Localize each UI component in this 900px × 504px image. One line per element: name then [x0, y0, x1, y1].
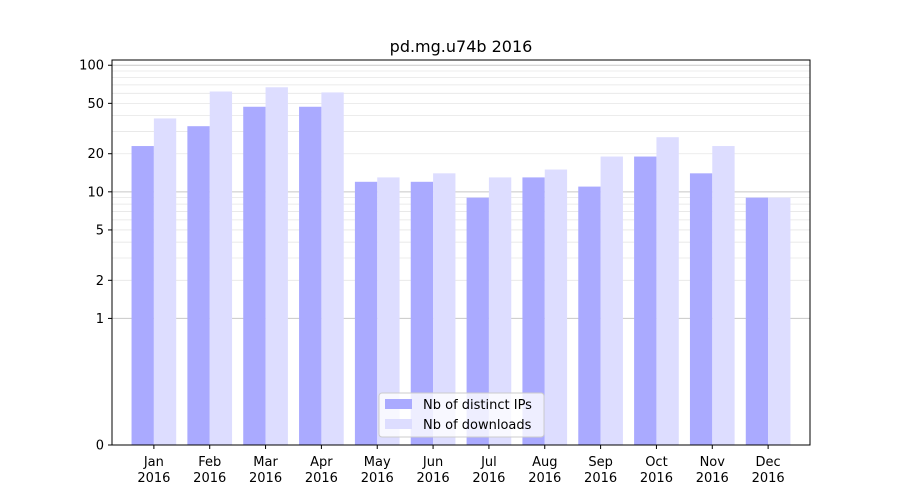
bar — [712, 146, 735, 445]
x-tick-label-year: 2016 — [584, 471, 617, 486]
y-tick-label: 2 — [96, 274, 104, 289]
bar — [522, 177, 545, 446]
x-tick-label-month: Jan — [143, 455, 164, 470]
bar — [410, 181, 434, 445]
x-tick-label-year: 2016 — [640, 471, 673, 486]
y-tick-label: 5 — [96, 223, 104, 238]
x-tick-label-year: 2016 — [752, 471, 785, 486]
legend-swatch — [385, 419, 412, 429]
bar — [600, 156, 623, 446]
x-tick-label-month: Sep — [588, 455, 613, 470]
legend-swatch — [385, 399, 412, 409]
y-tick-label: 1 — [96, 312, 104, 327]
legend-label: Nb of distinct IPs — [423, 398, 532, 413]
x-tick-label-month: Jul — [480, 455, 497, 470]
bars — [131, 87, 791, 446]
bar — [578, 186, 601, 446]
y-tick-label: 50 — [87, 97, 104, 112]
bar — [209, 91, 233, 445]
x-tick-label-year: 2016 — [417, 471, 450, 486]
bar — [544, 169, 568, 445]
legend-box — [378, 392, 545, 438]
y-tick-label: 10 — [87, 185, 104, 200]
x-tick-label-month: Apr — [310, 455, 333, 470]
bar — [265, 87, 288, 445]
x-tick-label-month: Feb — [198, 455, 221, 470]
bar — [299, 106, 322, 445]
x-tick-label-year: 2016 — [305, 471, 338, 486]
axes: 0125102050100Jan2016Feb2016Mar2016Apr201… — [79, 59, 811, 486]
plot-frame — [111, 59, 811, 446]
bar — [433, 173, 456, 445]
bar — [488, 177, 512, 446]
y-tick-label: 0 — [96, 439, 104, 454]
chart-title: pd.mg.u74b 2016 — [390, 37, 533, 56]
bar — [354, 181, 378, 445]
x-tick-label-year: 2016 — [193, 471, 226, 486]
bar — [187, 126, 210, 446]
x-tick-label-month: Mar — [253, 455, 278, 470]
x-tick-label-year: 2016 — [361, 471, 394, 486]
y-tick-label: 20 — [87, 147, 104, 162]
legend: Nb of distinct IPs Nb of downloads — [378, 392, 545, 438]
bar — [745, 197, 769, 445]
bar — [131, 146, 154, 445]
x-tick-label-month: Aug — [532, 455, 557, 470]
y-tick-label: 100 — [79, 59, 104, 74]
bar — [634, 156, 657, 446]
bar — [153, 118, 177, 445]
bar — [768, 197, 791, 445]
bar — [321, 92, 344, 446]
bar — [243, 106, 266, 445]
x-tick-label-year: 2016 — [137, 471, 170, 486]
x-tick-label-month: Jun — [422, 455, 443, 470]
bar — [466, 197, 489, 445]
bar — [689, 173, 713, 445]
x-tick-label-month: May — [364, 455, 391, 470]
x-tick-label-month: Dec — [756, 455, 781, 470]
x-tick-label-year: 2016 — [249, 471, 282, 486]
x-tick-label-year: 2016 — [472, 471, 505, 486]
x-tick-label-year: 2016 — [528, 471, 561, 486]
x-tick-label-month: Oct — [645, 455, 667, 470]
bar — [656, 137, 679, 446]
legend-label: Nb of downloads — [423, 418, 532, 433]
bar — [377, 177, 400, 446]
x-tick-label-month: Nov — [700, 455, 726, 470]
x-tick-label-year: 2016 — [696, 471, 729, 486]
